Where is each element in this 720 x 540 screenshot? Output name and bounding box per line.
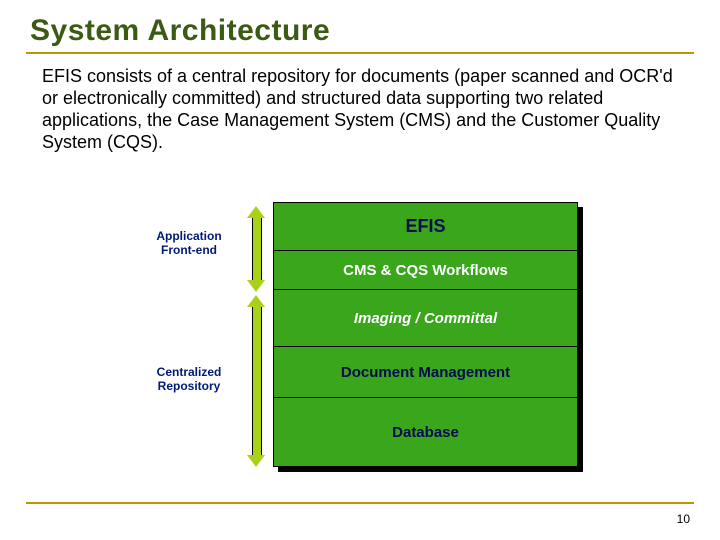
- page-number: 10: [677, 512, 690, 526]
- diagram-left-labels: Application Front-end Centralized Reposi…: [135, 196, 243, 476]
- layer-database: Database: [274, 398, 577, 466]
- arrow-down-icon: [247, 280, 265, 292]
- layer-imaging: Imaging / Committal: [274, 290, 577, 347]
- arrow-up-icon: [247, 206, 265, 218]
- label-line: Front-end: [161, 243, 217, 257]
- title-underline: [26, 52, 694, 54]
- arrow-application-frontend: [247, 206, 265, 292]
- arrow-up-icon: [247, 295, 265, 307]
- footer-rule: [26, 502, 694, 504]
- layer-efis: EFIS: [274, 203, 577, 251]
- label-line: Centralized: [157, 365, 222, 379]
- slide-title: System Architecture: [30, 14, 694, 48]
- label-centralized-repository: Centralized Repository: [135, 366, 243, 394]
- arrow-centralized-repository: [247, 295, 265, 467]
- label-line: Repository: [158, 379, 221, 393]
- label-line: Application: [156, 229, 221, 243]
- label-application-frontend: Application Front-end: [135, 230, 243, 258]
- body-paragraph: EFIS consists of a central repository fo…: [42, 66, 686, 154]
- layer-workflows: CMS & CQS Workflows: [274, 251, 577, 290]
- layer-stack: EFIS CMS & CQS Workflows Imaging / Commi…: [273, 202, 578, 467]
- layer-document-management: Document Management: [274, 347, 577, 398]
- architecture-diagram: Application Front-end Centralized Reposi…: [135, 196, 585, 476]
- slide: System Architecture EFIS consists of a c…: [0, 0, 720, 540]
- arrow-shaft: [252, 307, 262, 455]
- arrow-shaft: [252, 218, 262, 280]
- arrow-down-icon: [247, 455, 265, 467]
